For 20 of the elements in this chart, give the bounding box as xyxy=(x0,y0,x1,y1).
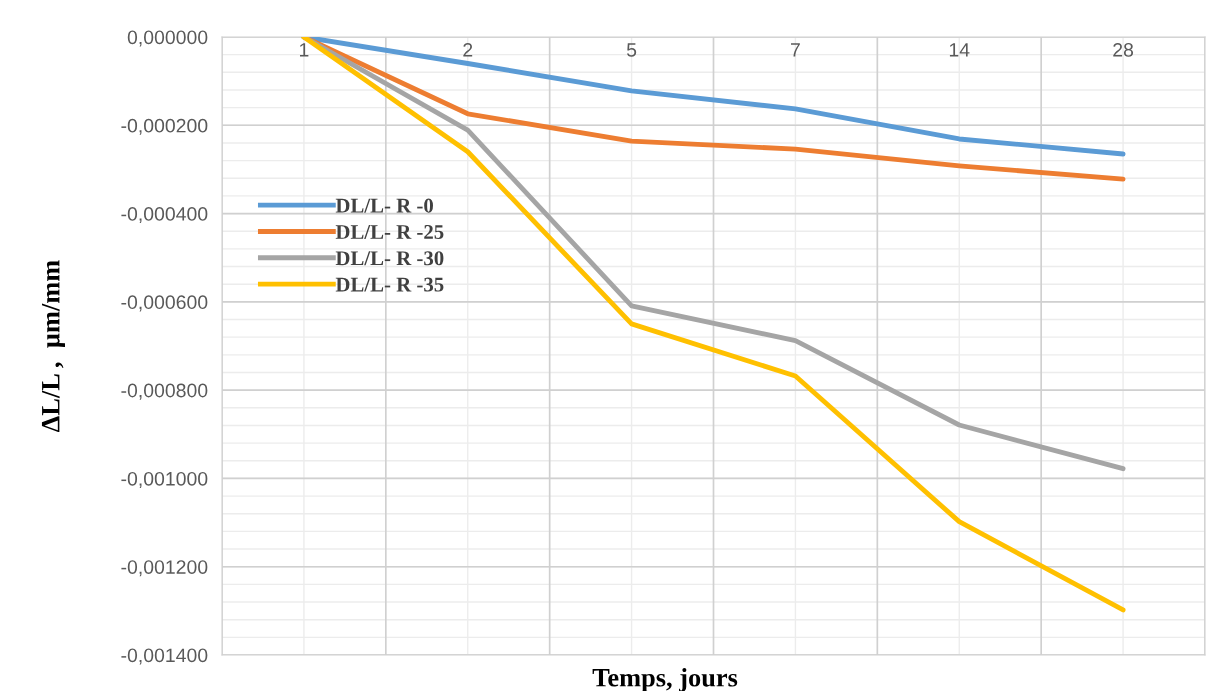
y-tick-label: -0,001400 xyxy=(121,648,208,665)
y-tick-label: -0,001200 xyxy=(121,560,208,577)
y-tick-label: -0,000200 xyxy=(121,118,208,135)
y-tick-label: -0,001000 xyxy=(121,471,208,488)
x-axis-title: Temps, jours xyxy=(592,668,738,691)
legend-label: DL/L- R -0 xyxy=(335,198,433,213)
legend-label: DL/L- R -25 xyxy=(335,224,444,239)
y-tick-label: -0,000600 xyxy=(121,295,208,312)
legend-label: DL/L- R -35 xyxy=(335,277,444,292)
y-tick-label: 0,000000 xyxy=(127,30,208,47)
x-tick-label: 7 xyxy=(791,43,800,57)
y-tick-label: -0,000800 xyxy=(121,383,208,400)
x-tick-label: 5 xyxy=(626,43,637,57)
x-tick-label: 28 xyxy=(1113,43,1134,57)
x-tick-label: 1 xyxy=(299,43,309,57)
legend-label: DL/L- R -30 xyxy=(335,251,444,266)
x-tick-label: 14 xyxy=(949,43,970,57)
y-axis-title: ΔL/L , µm/mm xyxy=(41,260,65,432)
y-tick-label: -0,000400 xyxy=(121,207,208,224)
x-tick-label: 2 xyxy=(463,43,473,57)
